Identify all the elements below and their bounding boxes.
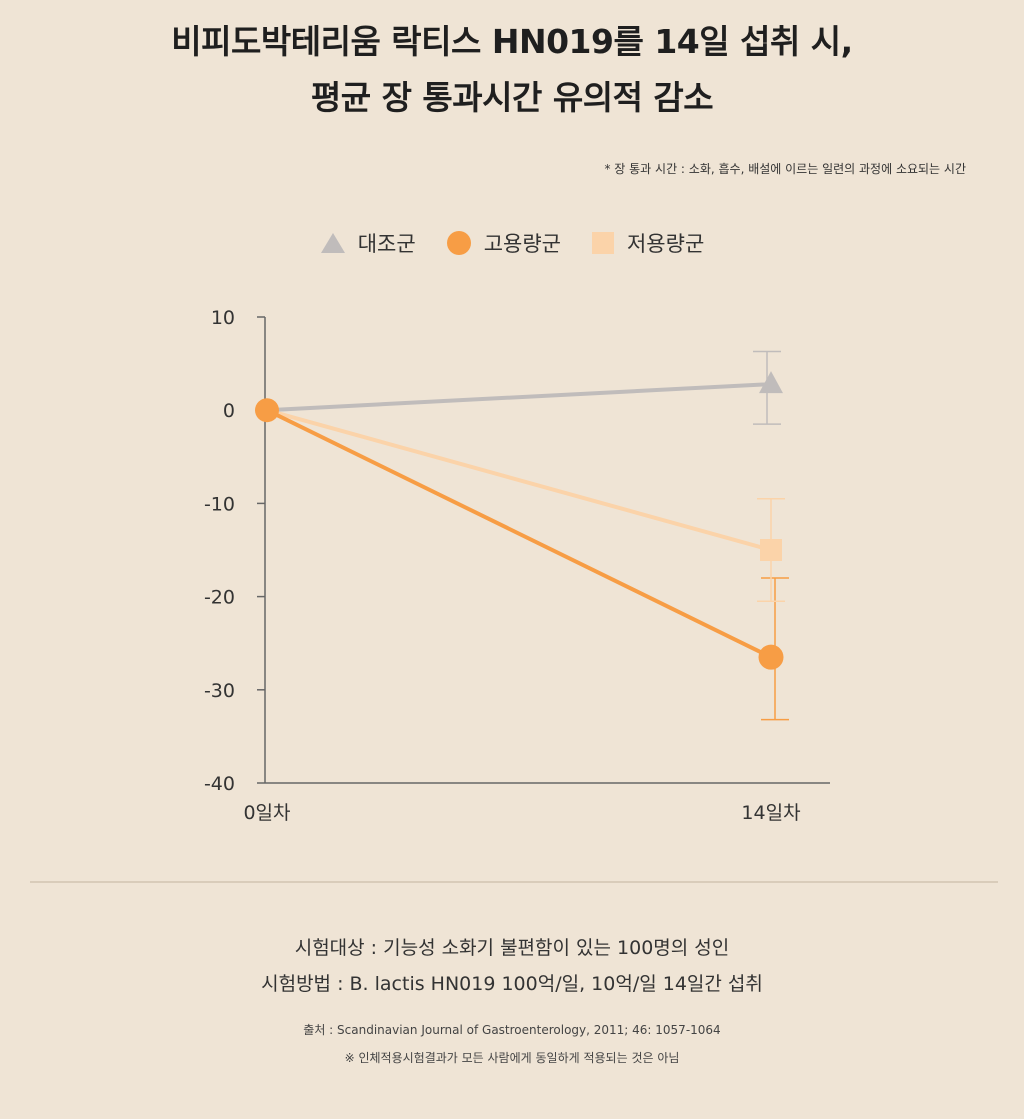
source-citation: 출처 : Scandinavian Journal of Gastroenter… xyxy=(303,1023,721,1037)
data-point xyxy=(758,644,784,670)
y-tick-label: 10 xyxy=(211,307,235,329)
series-line xyxy=(266,408,772,659)
source-block: 출처 : Scandinavian Journal of Gastroenter… xyxy=(0,1016,1024,1072)
transit-time-footnote: * 장 통과 시간 : 소화, 흡수, 배설에 이르는 일련의 과정에 소요되는… xyxy=(604,162,966,176)
series-line xyxy=(266,382,772,413)
study-method: 시험방법 : B. lactis HN019 100억/일, 10억/일 14일… xyxy=(261,973,763,995)
chart-area: 10 0 -10 -20 -30 -40 0일차 14일차 xyxy=(180,290,860,850)
disclaimer: ※ 인체적용시험결과가 모든 사람에게 동일하게 적용되는 것은 아님 xyxy=(344,1051,680,1065)
title-line-1: 비피도박테리움 락티스 HN019를 14일 섭취 시, xyxy=(171,22,853,61)
divider xyxy=(30,881,998,883)
series-line xyxy=(266,408,772,552)
y-tick-label: 0 xyxy=(223,400,235,422)
y-tick-label: -40 xyxy=(204,773,235,795)
legend-label-high: 고용량군 xyxy=(483,232,561,256)
line-chart: 10 0 -10 -20 -30 -40 0일차 14일차 xyxy=(204,307,830,824)
y-tick-label: -20 xyxy=(204,587,235,609)
circle-icon xyxy=(446,231,471,255)
study-info: 시험대상 : 기능성 소화기 불편함이 있는 100명의 성인 시험방법 : B… xyxy=(0,930,1024,1002)
square-icon xyxy=(591,232,614,254)
data-point xyxy=(255,398,279,423)
legend-item-control: 대조군 xyxy=(320,228,416,258)
x-tick-label: 0일차 xyxy=(243,802,290,824)
study-subjects: 시험대상 : 기능성 소화기 불편함이 있는 100명의 성인 xyxy=(294,937,730,959)
chart-title: 비피도박테리움 락티스 HN019를 14일 섭취 시, 평균 장 통과시간 유… xyxy=(0,14,1024,126)
data-point xyxy=(760,539,782,561)
legend-label-control: 대조군 xyxy=(357,232,416,256)
title-line-2: 평균 장 통과시간 유의적 감소 xyxy=(310,78,714,117)
data-point xyxy=(759,371,783,394)
y-tick-label: -10 xyxy=(204,493,235,515)
y-tick-label: -30 xyxy=(204,680,235,702)
triangle-icon xyxy=(320,233,345,253)
legend-label-low: 저용량군 xyxy=(626,232,705,256)
legend-item-high: 고용량군 xyxy=(446,228,561,258)
x-tick-label: 14일차 xyxy=(741,802,800,824)
legend-item-low: 저용량군 xyxy=(591,228,704,258)
chart-legend: 대조군 고용량군 저용량군 xyxy=(0,228,1024,258)
